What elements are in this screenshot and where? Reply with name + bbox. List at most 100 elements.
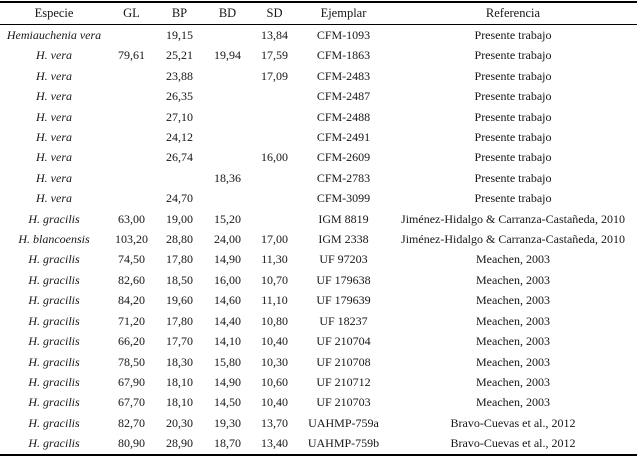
cell-especie: H. blancoensis xyxy=(18,232,90,247)
cell-referencia: Presente trabajo xyxy=(474,48,552,63)
cell-especie: H. gracilis xyxy=(28,272,80,287)
cell-especie: H. vera xyxy=(36,130,72,145)
cell-referencia: Bravo-Cuevas et al., 2012 xyxy=(450,436,576,451)
cell-sd: 13,84 xyxy=(261,28,288,42)
column-header-bp: BP xyxy=(155,2,204,25)
column-header-sd: SD xyxy=(251,2,298,25)
cell-bd xyxy=(204,86,251,106)
cell-referencia: Presente trabajo xyxy=(474,150,552,165)
cell-gl: 80,90 xyxy=(118,436,145,451)
cell-especie: H. vera xyxy=(36,191,72,206)
cell-especie: H. gracilis xyxy=(28,334,80,349)
cell-gl xyxy=(108,127,155,147)
cell-gl: 63,00 xyxy=(118,211,145,226)
cell-sd: 10,70 xyxy=(261,272,288,287)
cell-ejemplar: CFM-1863 xyxy=(316,48,371,63)
table-row: H. vera 26,35 CFM-2487 Presente trabajo xyxy=(0,86,637,106)
cell-sd xyxy=(251,107,298,127)
cell-bp: 17,80 xyxy=(166,252,193,267)
cell-bp: 27,10 xyxy=(166,109,193,124)
cell-ejemplar: UF 210708 xyxy=(316,354,371,369)
cell-especie: H. vera xyxy=(36,170,72,185)
cell-bd xyxy=(204,188,251,208)
table-row: H. gracilis 78,50 18,30 15,80 10,30 UF 210708… xyxy=(0,352,637,372)
cell-ejemplar: UF 97203 xyxy=(319,252,368,267)
cell-referencia: Meachen, 2003 xyxy=(476,334,550,349)
cell-referencia: Jiménez-Hidalgo & Carranza-Castañeda, 20… xyxy=(401,211,625,226)
cell-referencia: Meachen, 2003 xyxy=(476,374,550,389)
cell-sd: 10,80 xyxy=(261,313,288,328)
cell-sd: 17,09 xyxy=(261,68,288,83)
cell-referencia: Bravo-Cuevas et al., 2012 xyxy=(450,415,576,430)
table-row: H. gracilis 66,20 17,70 14,10 10,40 UF 210704… xyxy=(0,331,637,351)
cell-gl: 82,60 xyxy=(118,272,145,287)
column-header-referencia: Referencia xyxy=(389,2,637,25)
table-row: H. gracilis 82,70 20,30 19,30 13,70 UAHMP-759… xyxy=(0,413,637,433)
cell-referencia: Presente trabajo xyxy=(474,89,552,104)
cell-bp: 20,30 xyxy=(166,415,193,430)
table-row: H. vera 18,36 CFM-2783 Presente trabajo xyxy=(0,168,637,188)
cell-gl xyxy=(108,86,155,106)
table-row: H. gracilis 82,60 18,50 16,00 10,70 UF 179638… xyxy=(0,270,637,290)
cell-bd: 19,94 xyxy=(214,48,241,63)
cell-ejemplar: UF 18237 xyxy=(319,313,368,328)
cell-sd: 10,30 xyxy=(261,354,288,369)
cell-ejemplar: UAHMP-759a xyxy=(308,415,379,430)
cell-especie: H. gracilis xyxy=(28,374,80,389)
table-row: H. gracilis 74,50 17,80 14,90 11,30 UF 97203 M… xyxy=(0,249,637,269)
cell-ejemplar: CFM-2783 xyxy=(316,170,371,185)
cell-gl: 79,61 xyxy=(118,48,145,63)
cell-gl xyxy=(108,107,155,127)
cell-referencia: Presente trabajo xyxy=(474,28,552,42)
cell-referencia: Meachen, 2003 xyxy=(476,395,550,410)
cell-gl: 82,70 xyxy=(118,415,145,430)
cell-especie: H. vera xyxy=(36,68,72,83)
cell-gl: 71,20 xyxy=(118,313,145,328)
cell-especie: H. vera xyxy=(36,89,72,104)
cell-gl: 84,20 xyxy=(118,293,145,308)
table-row: H. vera 23,88 17,09 CFM-2483 Presente trabaj… xyxy=(0,66,637,86)
cell-especie: H. vera xyxy=(36,150,72,165)
cell-gl: 67,70 xyxy=(118,395,145,410)
cell-bd xyxy=(204,66,251,86)
cell-referencia: Presente trabajo xyxy=(474,170,552,185)
cell-bd: 14,10 xyxy=(214,334,241,349)
cell-bd: 14,90 xyxy=(214,252,241,267)
table-row: H. gracilis 71,20 17,80 14,40 10,80 UF 18237 M… xyxy=(0,311,637,331)
cell-bp: 26,35 xyxy=(166,89,193,104)
cell-ejemplar: CFM-2483 xyxy=(316,68,371,83)
cell-bp: 17,80 xyxy=(166,313,193,328)
cell-bp: 25,21 xyxy=(166,48,193,63)
cell-gl: 103,20 xyxy=(115,232,148,247)
cell-bd: 15,20 xyxy=(214,211,241,226)
cell-ejemplar: UF 210704 xyxy=(316,334,371,349)
cell-sd xyxy=(251,188,298,208)
cell-bd: 18,70 xyxy=(214,436,241,451)
table-row: H. gracilis 67,90 18,10 14,90 10,60 UF 210712… xyxy=(0,372,637,392)
table-body: Hemiauchenia vera 19,15 13,84 CFM-1093 Prese… xyxy=(0,25,637,455)
cell-bp: 18,10 xyxy=(166,395,193,410)
cell-bd: 14,60 xyxy=(214,293,241,308)
cell-especie: H. vera xyxy=(36,109,72,124)
cell-referencia: Jiménez-Hidalgo & Carranza-Castañeda, 20… xyxy=(401,232,625,247)
cell-gl: 74,50 xyxy=(118,252,145,267)
table-row: H. vera 79,61 25,21 19,94 17,59 CFM-1863 Prese… xyxy=(0,45,637,65)
column-header-gl: GL xyxy=(108,2,155,25)
table-row: H. gracilis 80,90 28,90 18,70 13,40 UAHMP-759… xyxy=(0,433,637,454)
cell-especie: H. gracilis xyxy=(28,293,80,308)
cell-bd: 14,40 xyxy=(214,313,241,328)
cell-bp: 28,90 xyxy=(166,436,193,451)
cell-sd xyxy=(251,168,298,188)
cell-bd: 15,80 xyxy=(214,354,241,369)
cell-bd xyxy=(204,147,251,167)
column-header-especie: Especie xyxy=(0,2,108,25)
table-row: H. gracilis 63,00 19,00 15,20 IGM 8819 Jiméne… xyxy=(0,209,637,229)
cell-referencia: Presente trabajo xyxy=(474,68,552,83)
cell-sd: 11,30 xyxy=(261,252,288,267)
cell-gl: 66,20 xyxy=(118,334,145,349)
cell-sd: 16,00 xyxy=(261,150,288,165)
cell-referencia: Meachen, 2003 xyxy=(476,272,550,287)
cell-sd xyxy=(251,86,298,106)
cell-bd: 18,36 xyxy=(214,170,241,185)
table-row: Hemiauchenia vera 19,15 13,84 CFM-1093 Prese… xyxy=(0,25,637,46)
